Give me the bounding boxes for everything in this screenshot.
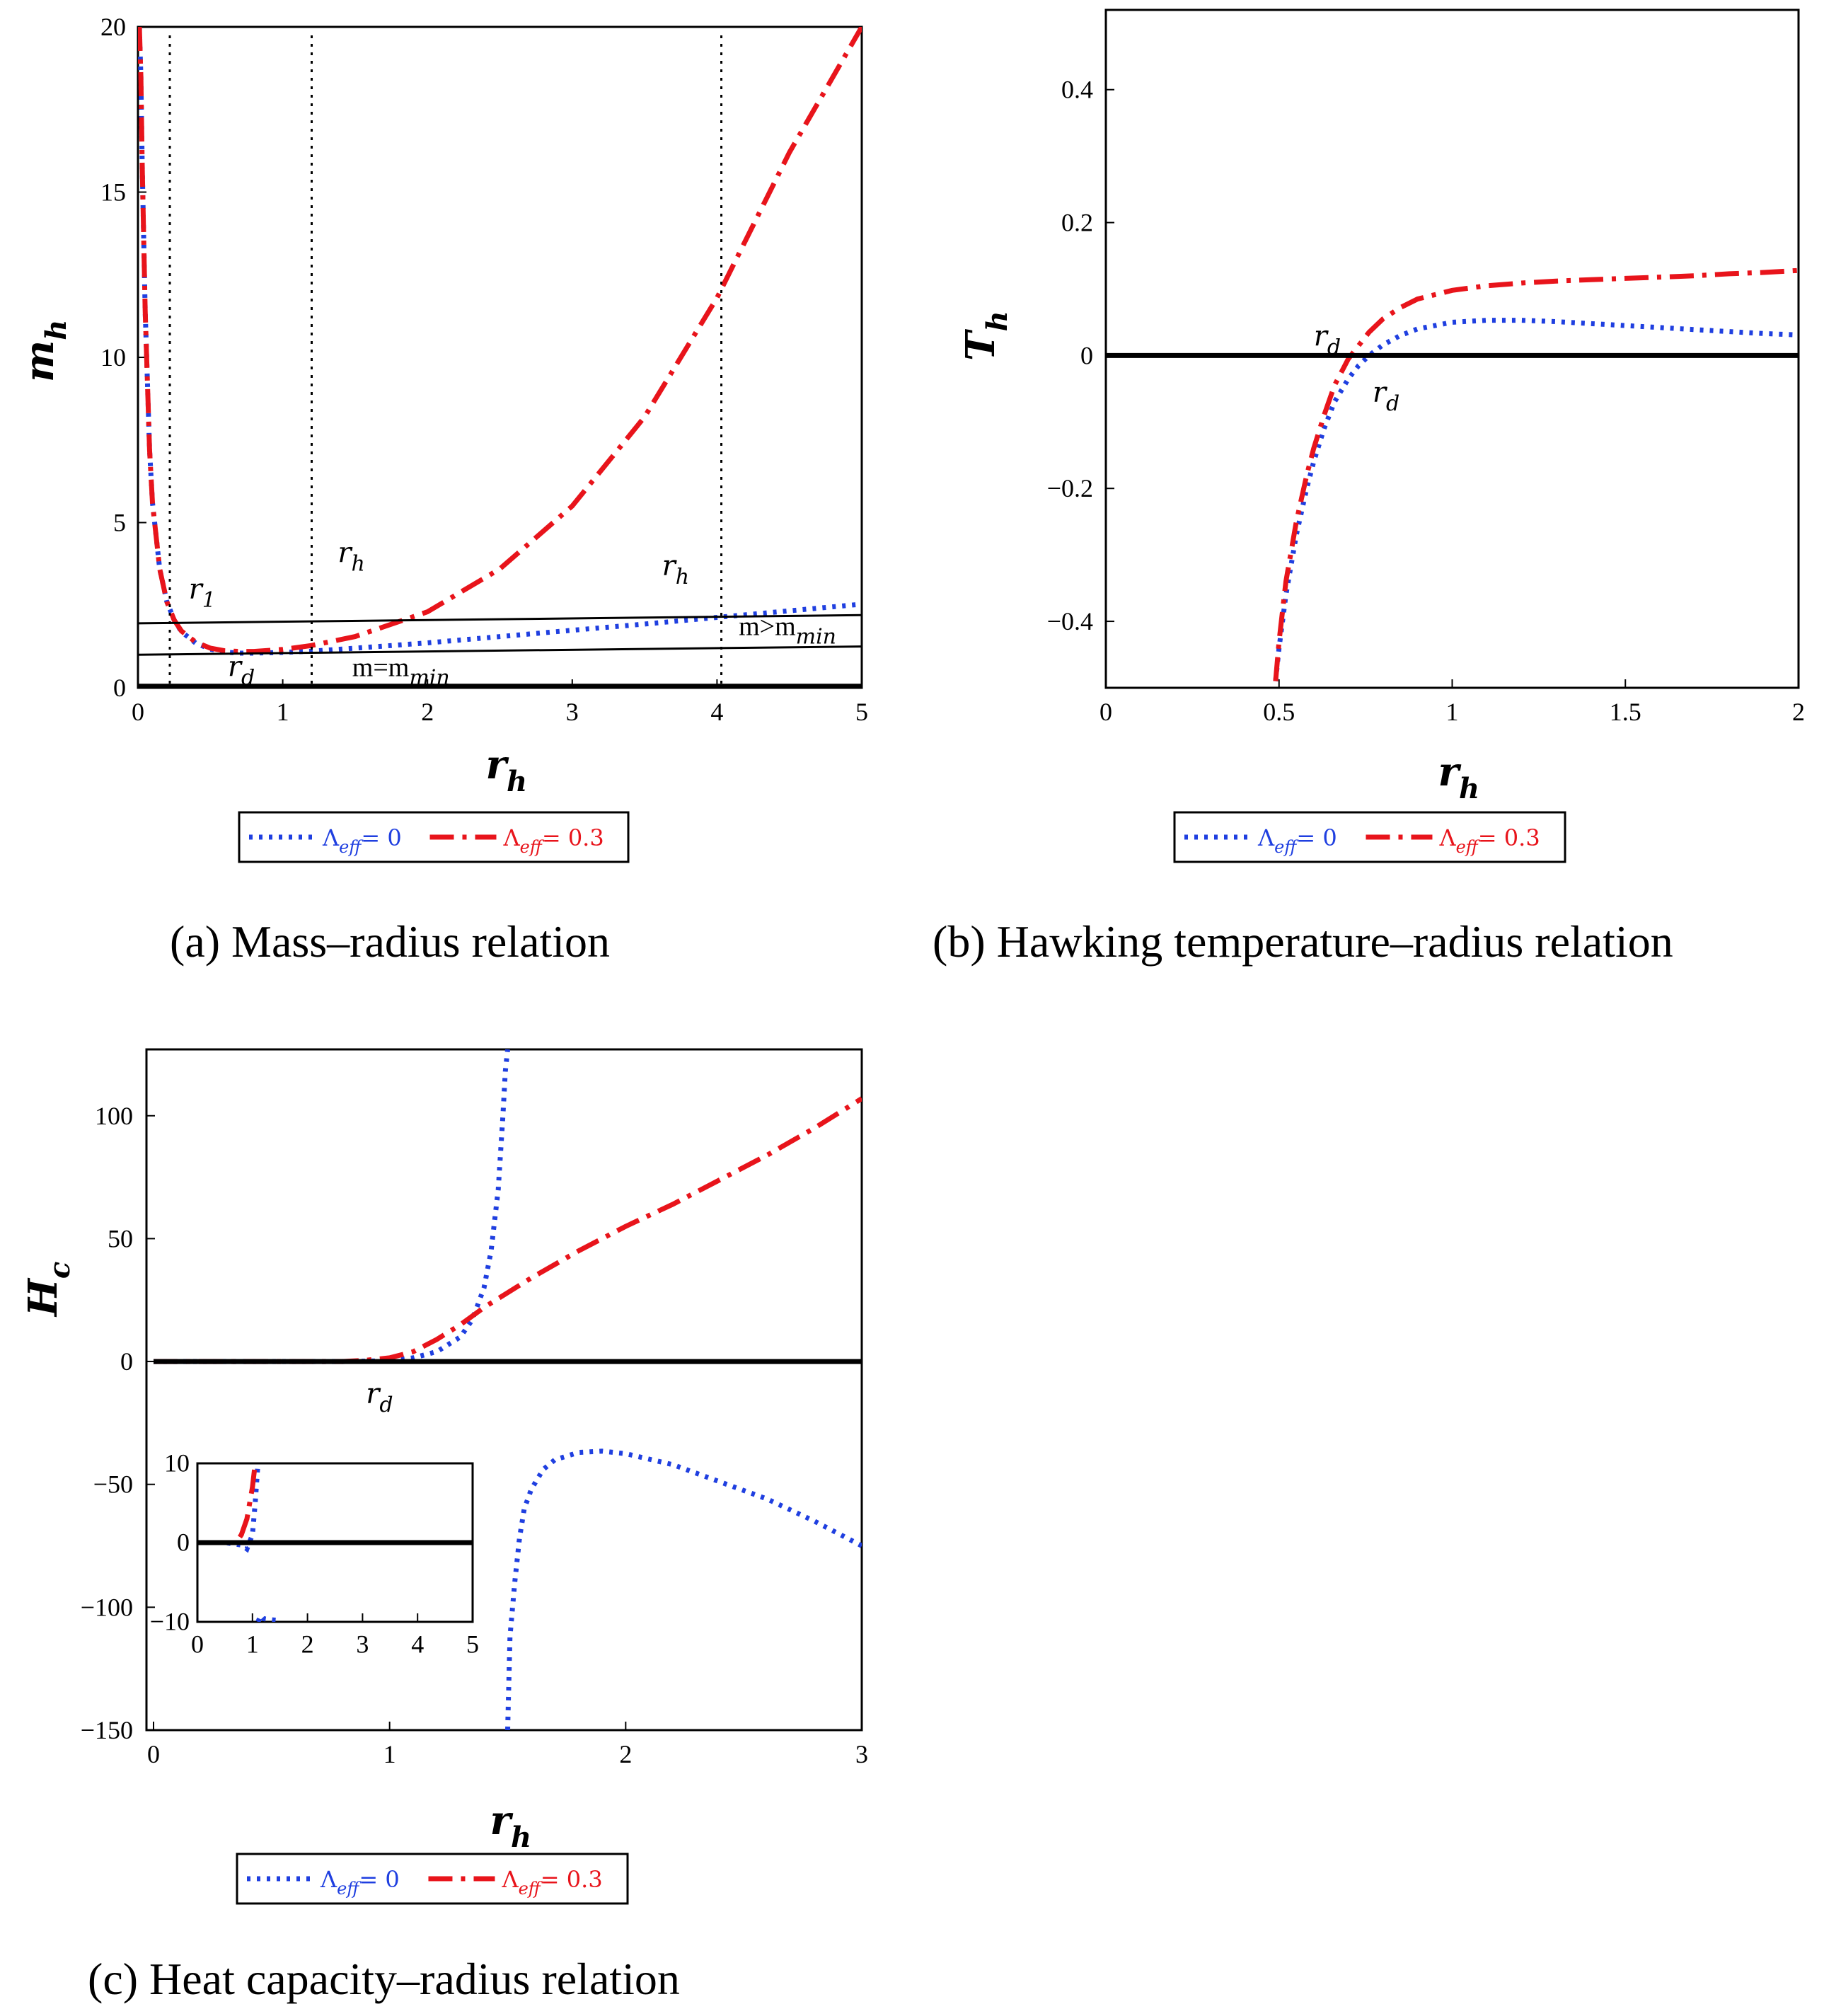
- panel-a-y-tick-label: 15: [100, 178, 126, 207]
- panel-a-y-tick-label: 10: [100, 343, 126, 371]
- inset-x-tick-label: 5: [466, 1630, 479, 1659]
- panel-c-annotation: rd: [366, 1378, 393, 1417]
- legend-label-lambda-0: Λeff= 0: [1257, 824, 1337, 857]
- inset-y-tick-label: −10: [150, 1607, 190, 1635]
- panel-b-series-lambda-0: [1273, 318, 1799, 681]
- panel-b-y-tick-label: 0: [1080, 341, 1093, 369]
- panel-c-x-tick-label: 2: [619, 1740, 632, 1768]
- panel-b-y-tick-label: 0.4: [1061, 76, 1093, 104]
- panel-b-y-axis-label: Th: [957, 311, 1014, 361]
- panel-c-y-tick-label: −150: [81, 1716, 133, 1744]
- panel-c-y-axis-label: Hc: [20, 1262, 76, 1318]
- panel-a-x-tick-label: 4: [710, 698, 723, 726]
- panel-b-plot-area: [1106, 267, 1799, 681]
- inset-x-tick-label: 3: [356, 1630, 369, 1659]
- panel-a-x-tick-label: 3: [566, 698, 579, 726]
- panel-a-annotation: rh: [337, 537, 364, 577]
- panel-b-y-tick-label: −0.4: [1047, 607, 1093, 635]
- panel-a-x-tick-label: 1: [277, 698, 289, 726]
- panel-c-x-axis-label: rh: [490, 1797, 532, 1854]
- panel-c-plot-area: [154, 1049, 862, 1730]
- panel-a-y-axis-label: mh: [16, 320, 73, 382]
- inset-y-tick-label: 10: [164, 1448, 190, 1477]
- panel-a-x-axis-label: rh: [486, 742, 528, 798]
- legend-label-lambda-0.3: Λeff= 0.3: [503, 824, 604, 857]
- caption-b: (b) Hawking temperature–radius relation: [933, 916, 1673, 967]
- legend-label-lambda-0: Λeff= 0: [320, 1866, 400, 1899]
- panel-a-series-lambda-0: [138, 27, 862, 656]
- legend-label-lambda-0: Λeff= 0: [322, 824, 402, 857]
- panel-a-annotation: m>mmin: [739, 611, 836, 649]
- panel-b-annotation: rd: [1314, 320, 1341, 359]
- panel-b-y-tick-label: 0.2: [1061, 209, 1093, 237]
- panel-c-series-lambda-0: [154, 1049, 510, 1364]
- inset-x-tick-label: 1: [246, 1630, 259, 1659]
- panel-b-series-lambda-0.3: [1273, 267, 1799, 681]
- panel-c-x-tick-label: 1: [383, 1740, 396, 1768]
- inset-x-tick-label: 0: [191, 1630, 204, 1659]
- panel-a-annotation: m=mmin: [352, 653, 450, 691]
- panel-c-y-tick-label: −50: [93, 1470, 133, 1499]
- panel-c-y-tick-label: 50: [108, 1224, 133, 1252]
- panel-a-x-tick-label: 0: [132, 698, 144, 726]
- panel-c-y-tick-label: 0: [120, 1347, 133, 1376]
- inset-series-lambda-0: [197, 1463, 261, 1553]
- panel-c-x-tick-label: 0: [147, 1740, 160, 1768]
- legend-c: Λeff= 0 Λeff= 0.3: [236, 1853, 629, 1905]
- panel-c-series-lambda-0.3: [154, 1096, 862, 1364]
- panel-a-annotation: rd: [228, 651, 255, 691]
- panel-b-x-tick-label: 0: [1099, 698, 1112, 726]
- caption-a: (a) Mass–radius relation: [170, 916, 610, 967]
- panel-c-y-tick-label: −100: [81, 1593, 133, 1621]
- panel-b-y-tick-label: −0.2: [1047, 474, 1093, 502]
- panel-b-annotation: rd: [1373, 376, 1399, 416]
- panel-b-x-tick-label: 1.5: [1610, 698, 1641, 726]
- panel-a-reference-line: [138, 614, 862, 625]
- panel-b-x-tick-label: 1: [1446, 698, 1459, 726]
- panel-b-x-axis-label: rh: [1438, 749, 1480, 805]
- inset-series-lambda-0.3: [197, 1463, 258, 1545]
- legend-label-lambda-0.3: Λeff= 0.3: [501, 1866, 602, 1899]
- panel-b-plot-frame: [1104, 8, 1800, 689]
- inset-plot-area: [197, 1463, 473, 1622]
- inset-x-tick-label: 2: [301, 1630, 314, 1659]
- panel-a-annotation: rh: [662, 550, 689, 589]
- panel-a-x-tick-label: 5: [855, 698, 868, 726]
- inset-series-lambda-0: [255, 1611, 278, 1622]
- panel-c-y-tick-label: 100: [95, 1102, 133, 1130]
- legend-b: Λeff= 0 Λeff= 0.3: [1173, 811, 1566, 863]
- inset-x-tick-label: 4: [411, 1630, 424, 1659]
- panel-a-plot-frame: [137, 25, 863, 689]
- panel-a-reference-line: [138, 645, 862, 656]
- panel-a-y-tick-label: 0: [113, 674, 126, 702]
- panel-a-mass-radius: 0 1 2 3 4 5 0 5 10 15 20 rh mh r1 rd rh rh m>mmin m=mmin: [16, 13, 868, 798]
- panel-a-annotation: r1: [189, 573, 216, 613]
- panel-b-x-tick-label: 2: [1792, 698, 1805, 726]
- caption-c: (c) Heat capacity–radius relation: [88, 1954, 680, 2004]
- panel-a-y-tick-label: 20: [100, 13, 126, 41]
- panel-c-x-tick-label: 3: [855, 1740, 868, 1768]
- panel-a-series-lambda-0.3: [138, 27, 862, 655]
- panel-a-x-tick-label: 2: [421, 698, 434, 726]
- legend-a: Λeff= 0 Λeff= 0.3: [238, 811, 630, 863]
- panel-b-x-tick-label: 0.5: [1263, 698, 1295, 726]
- panel-a-plot-area: [138, 27, 862, 688]
- legend-label-lambda-0.3: Λeff= 0.3: [1438, 824, 1540, 857]
- panel-a-y-tick-label: 5: [113, 509, 126, 537]
- panel-c-plot-frame: [145, 1048, 863, 1732]
- inset-y-tick-label: 0: [177, 1528, 190, 1556]
- panel-c-series-lambda-0: [505, 1448, 862, 1730]
